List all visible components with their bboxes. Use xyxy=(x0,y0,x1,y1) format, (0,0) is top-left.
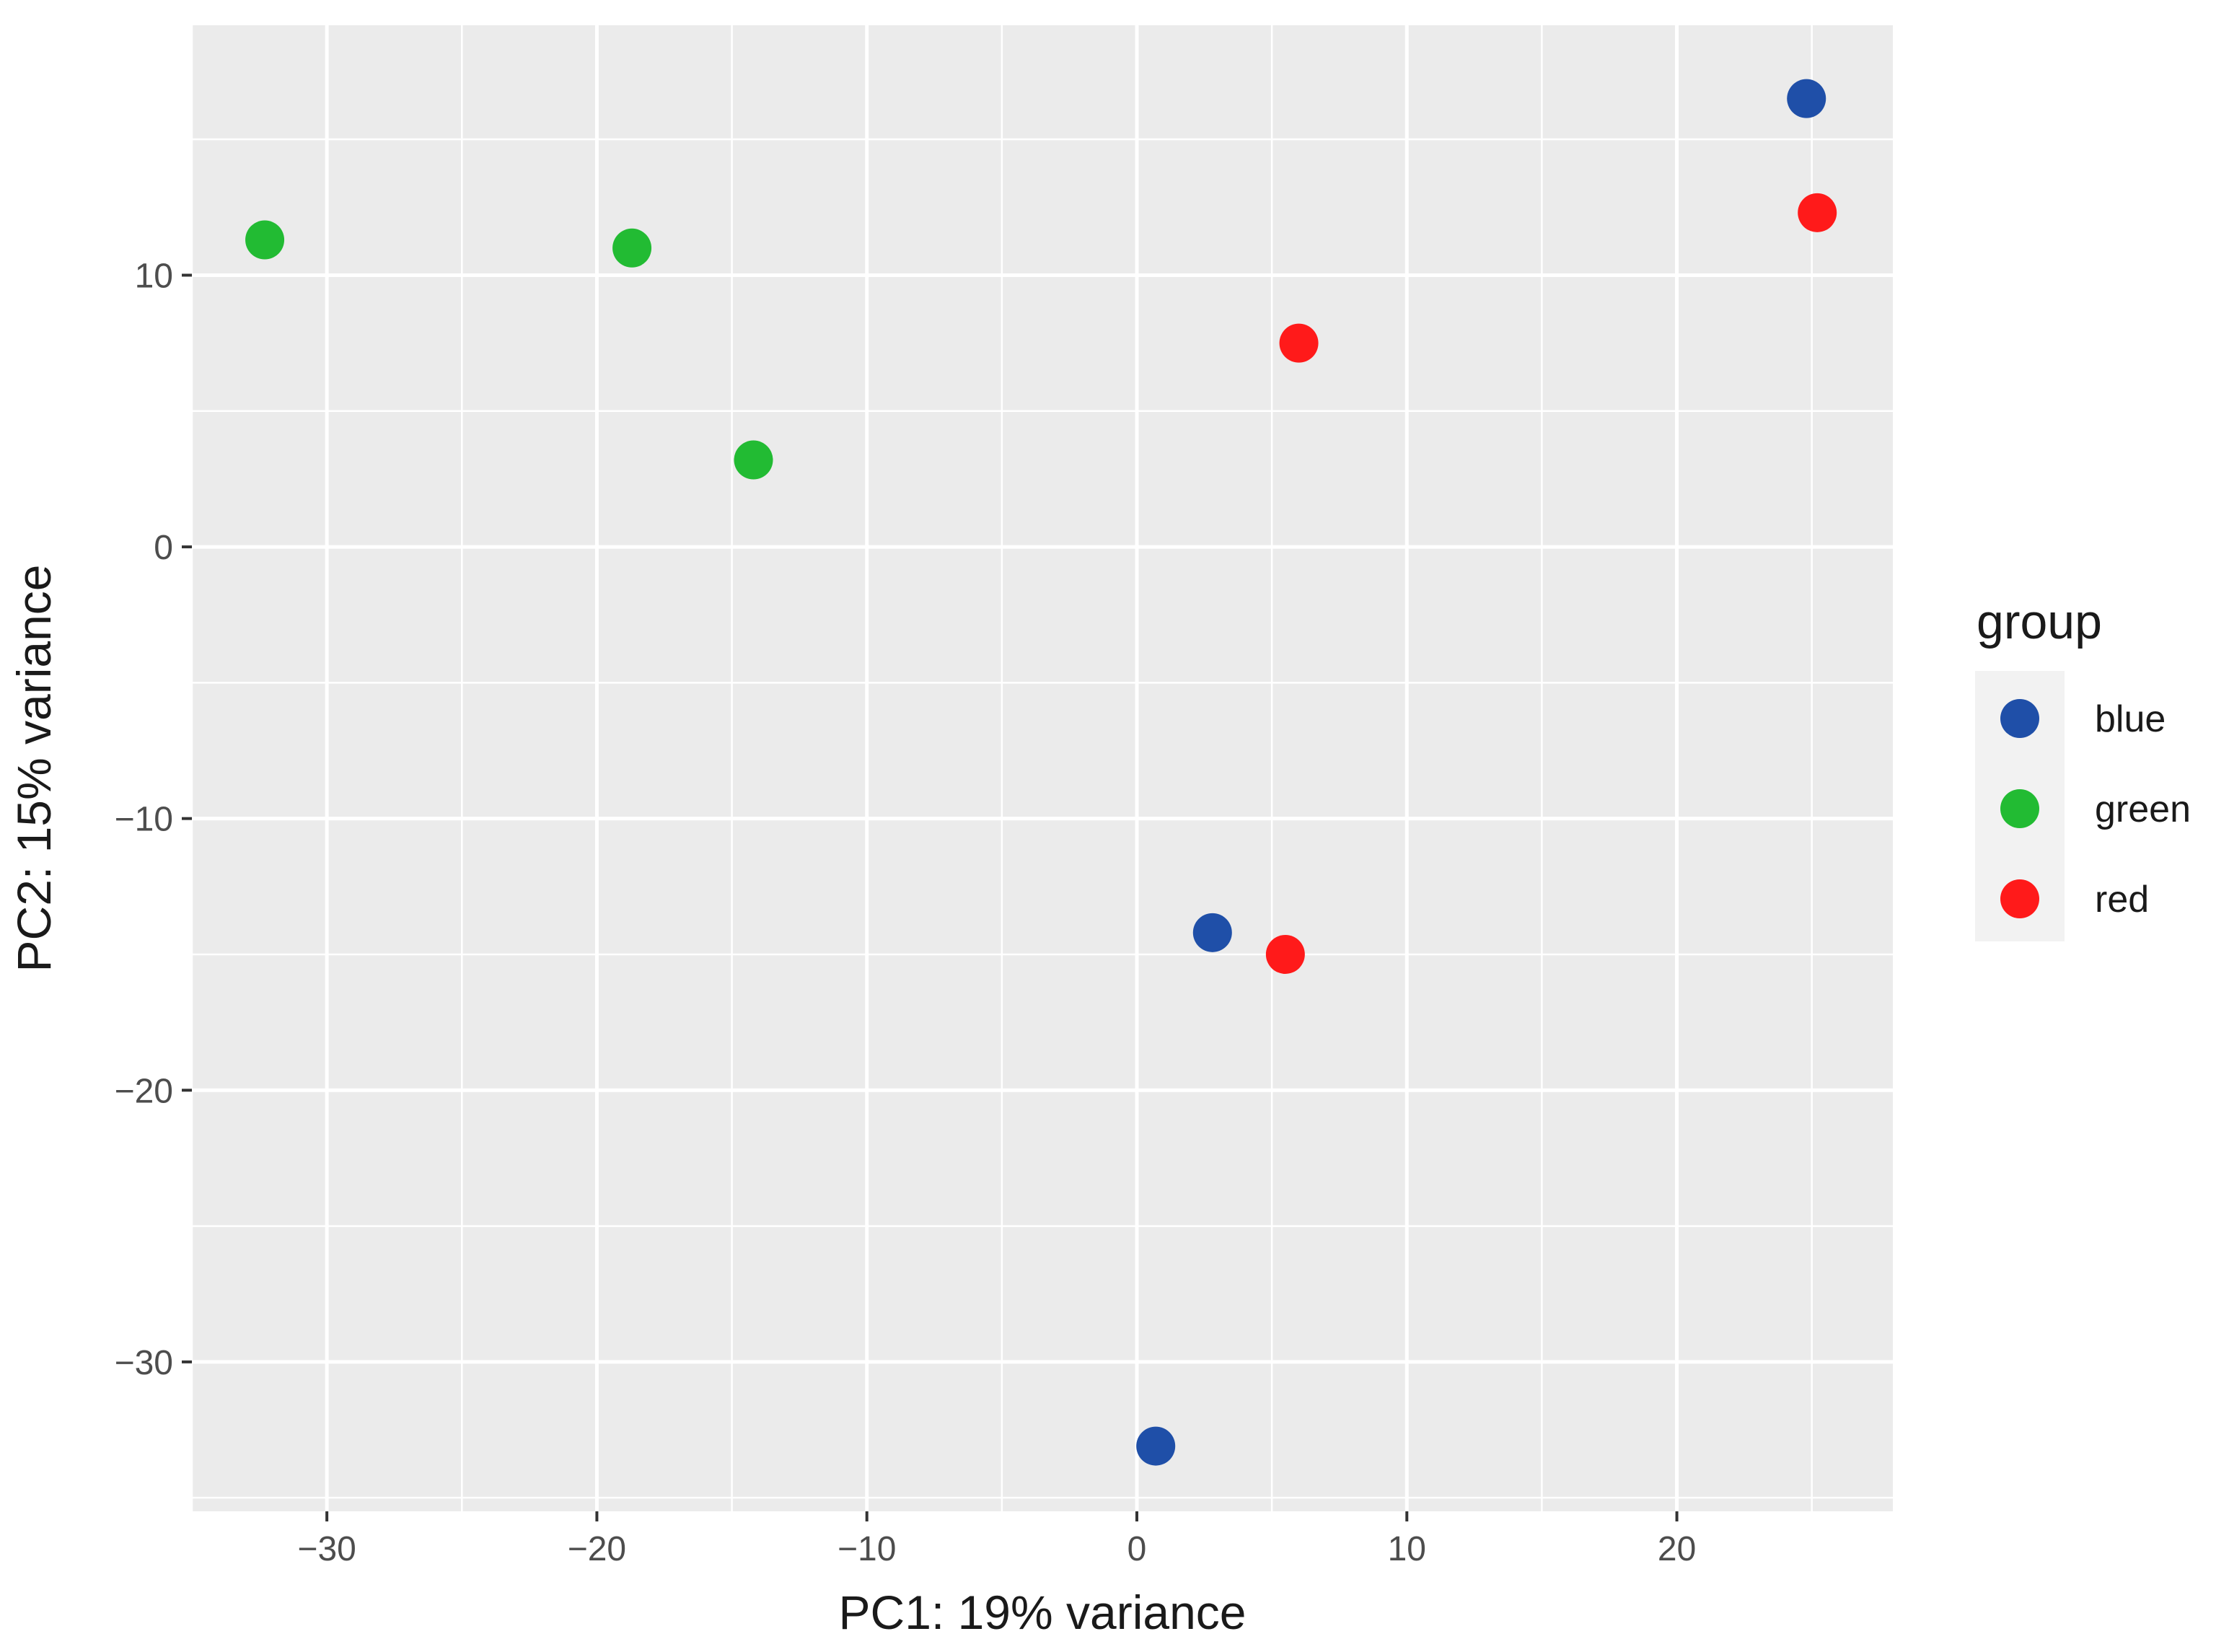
point-red xyxy=(1798,193,1837,232)
panel-background xyxy=(192,25,1893,1511)
y-tick-label: −20 xyxy=(115,1072,173,1110)
major-gridlines xyxy=(192,25,1893,1511)
y-axis-title: PC2: 15% variance xyxy=(7,565,61,972)
y-tick-label: −30 xyxy=(115,1344,173,1382)
minor-gridlines xyxy=(190,25,1893,1511)
x-tick-label: −20 xyxy=(568,1530,626,1568)
x-tick-label: 10 xyxy=(1388,1530,1426,1568)
y-tick-label: 10 xyxy=(135,257,173,295)
legend-label-red: red xyxy=(2095,879,2149,921)
x-tick-label: 0 xyxy=(1127,1530,1147,1568)
legend-label-blue: blue xyxy=(2095,698,2166,740)
x-tick-label: −30 xyxy=(297,1530,356,1568)
legend: group blue green red xyxy=(1975,594,2191,941)
point-green xyxy=(734,440,773,480)
point-blue xyxy=(1787,79,1826,118)
x-axis: −30 −20 −10 0 10 20 xyxy=(297,1511,1696,1568)
legend-key-red xyxy=(2000,879,2039,918)
y-axis: −30 −20 −10 0 10 xyxy=(115,257,192,1382)
point-red xyxy=(1265,934,1305,974)
point-blue xyxy=(1136,1426,1176,1466)
x-tick-label: −10 xyxy=(837,1530,896,1568)
point-green xyxy=(245,220,285,260)
point-red xyxy=(1279,323,1319,363)
legend-items: blue green red xyxy=(2000,698,2191,921)
x-axis-title: PC1: 19% variance xyxy=(839,1586,1247,1639)
y-tick-label: 0 xyxy=(154,529,173,567)
legend-key-green xyxy=(2000,789,2039,828)
data-points xyxy=(245,79,1837,1466)
legend-key-blue xyxy=(2000,699,2039,738)
point-green xyxy=(612,228,652,268)
legend-label-green: green xyxy=(2095,788,2191,830)
legend-title: group xyxy=(1977,594,2102,649)
x-tick-label: 20 xyxy=(1658,1530,1696,1568)
y-tick-label: −10 xyxy=(115,801,173,839)
point-blue xyxy=(1192,913,1232,952)
